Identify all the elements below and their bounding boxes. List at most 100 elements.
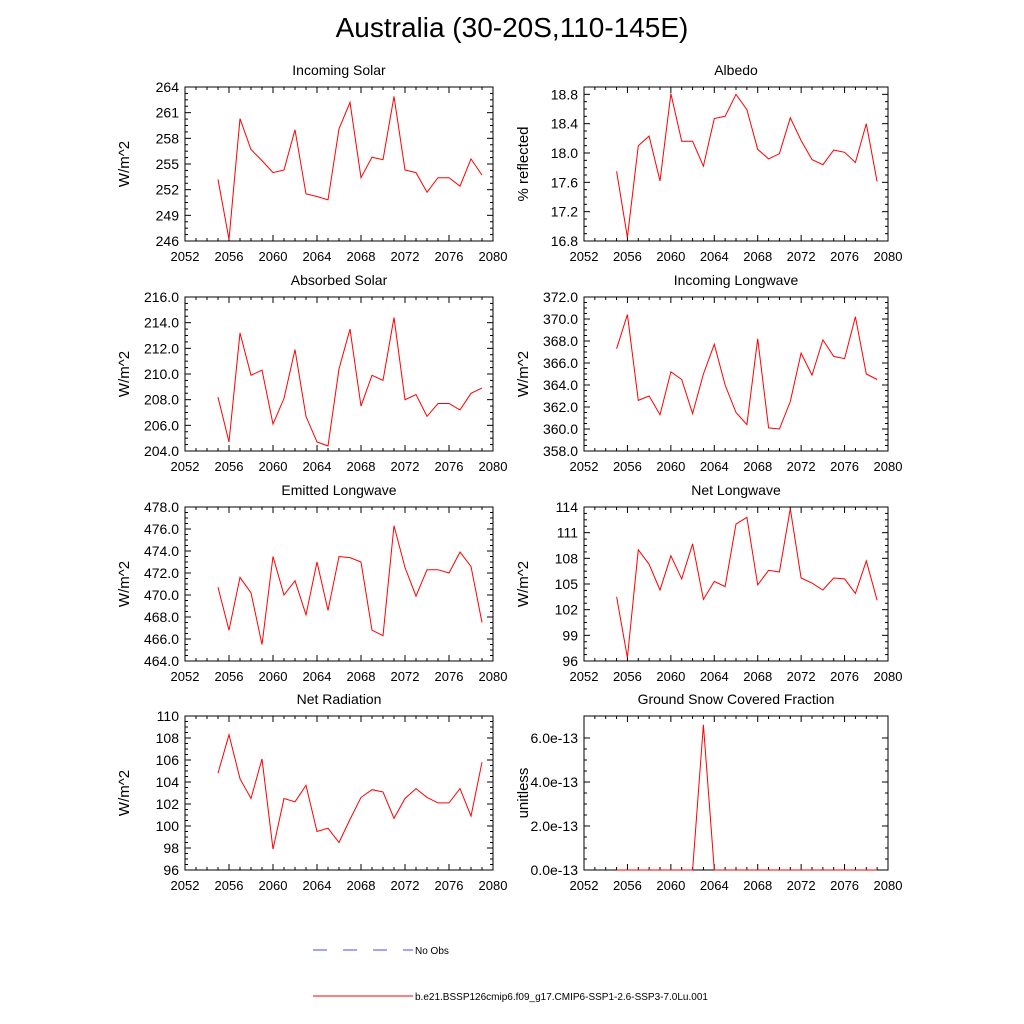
panel-title: Net Radiation — [297, 691, 382, 707]
panel-title: Albedo — [714, 62, 758, 78]
x-tick-label: 2060 — [656, 878, 685, 893]
x-tick-label: 2080 — [479, 669, 508, 684]
y-tick-label: 470.0 — [144, 587, 179, 603]
x-tick-label: 2068 — [347, 459, 376, 474]
panel-title: Incoming Solar — [292, 62, 386, 78]
x-tick-label: 2076 — [830, 669, 859, 684]
legend-model-label: b.e21.BSSP126cmip6.f09_g17.CMIP6-SSP1-2.… — [415, 992, 708, 1003]
y-tick-label: 370.0 — [543, 311, 578, 327]
plot-frame — [184, 715, 494, 871]
x-tick-label: 2060 — [259, 459, 288, 474]
series-line — [616, 314, 878, 430]
y-tick-label: 108 — [555, 550, 579, 566]
x-tick-label: 2052 — [570, 669, 599, 684]
panel-4: Incoming Longwave W/m^2 2052 2056 2060 2064 20… — [515, 272, 902, 474]
y-tick-label: 108 — [156, 730, 180, 746]
series-line — [217, 732, 483, 850]
x-tick-label: 2064 — [700, 669, 729, 684]
y-axis-label: unitless — [515, 768, 532, 819]
figure-title: Australia (30-20S,110-145E) — [335, 12, 689, 43]
y-tick-label: 464.0 — [144, 653, 179, 669]
x-tick-label: 2060 — [656, 669, 685, 684]
x-tick-label: 2052 — [171, 459, 200, 474]
x-tick-label: 2072 — [787, 249, 816, 264]
x-tick-label: 2064 — [303, 249, 332, 264]
x-tick-label: 2076 — [435, 459, 464, 474]
x-tick-label: 2056 — [215, 459, 244, 474]
x-tick-label: 2064 — [303, 459, 332, 474]
series-line — [616, 93, 878, 238]
panel-1: Incoming Solar W/m^2 2052 2056 2060 2064 2068 2… — [116, 62, 507, 264]
y-tick-label: 258 — [156, 130, 180, 146]
y-tick-label: 368.0 — [543, 333, 578, 349]
x-tick-label: 2072 — [391, 878, 420, 893]
x-tick-label: 2052 — [570, 459, 599, 474]
y-tick-label: 216.0 — [144, 289, 179, 305]
panel-title: Absorbed Solar — [291, 272, 388, 288]
x-tick-label: 2064 — [700, 878, 729, 893]
x-tick-label: 2080 — [479, 878, 508, 893]
x-tick-label: 2076 — [435, 669, 464, 684]
y-tick-label: 476.0 — [144, 521, 179, 537]
x-tick-label: 2056 — [613, 878, 642, 893]
x-tick-label: 2064 — [303, 669, 332, 684]
y-tick-label: 105 — [555, 576, 579, 592]
y-tick-label: 100 — [156, 818, 180, 834]
x-tick-label: 2080 — [479, 459, 508, 474]
x-tick-label: 2068 — [347, 249, 376, 264]
y-tick-label: 264 — [156, 79, 180, 95]
y-tick-label: 261 — [156, 105, 180, 121]
y-tick-label: 18.8 — [551, 86, 578, 102]
y-tick-label: 212.0 — [144, 340, 179, 356]
y-tick-label: 16.8 — [551, 233, 578, 249]
y-tick-label: 466.0 — [144, 631, 179, 647]
panel-5: Emitted Longwave W/m^2 2052 2056 2060 2064 206… — [116, 482, 507, 684]
y-tick-label: 204.0 — [144, 443, 179, 459]
y-tick-label: 468.0 — [144, 609, 179, 625]
series-line — [217, 96, 483, 240]
plot-frame — [184, 506, 494, 662]
x-tick-label: 2068 — [347, 878, 376, 893]
x-tick-label: 2068 — [743, 878, 772, 893]
y-tick-label: 478.0 — [144, 499, 179, 515]
x-tick-label: 2080 — [874, 878, 903, 893]
y-tick-label: 4.0e-13 — [531, 774, 579, 790]
panel-title: Incoming Longwave — [674, 272, 799, 288]
plot-frame — [583, 715, 889, 871]
x-tick-label: 2072 — [391, 249, 420, 264]
y-tick-label: 111 — [557, 525, 578, 541]
x-tick-label: 2072 — [391, 669, 420, 684]
y-tick-label: 210.0 — [144, 366, 179, 382]
panel-8: Ground Snow Covered Fraction unitless 2052… — [515, 691, 902, 893]
y-tick-label: 104 — [156, 774, 180, 790]
legend: No Obs b.e21.BSSP126cmip6.f09_g17.CMIP6-… — [313, 946, 708, 1003]
x-tick-label: 2056 — [215, 669, 244, 684]
x-tick-label: 2068 — [743, 459, 772, 474]
y-tick-label: 98 — [163, 840, 179, 856]
x-tick-label: 2068 — [347, 669, 376, 684]
y-tick-label: 0.0e-13 — [531, 862, 579, 878]
y-tick-label: 99 — [562, 627, 578, 643]
y-tick-label: 114 — [556, 499, 579, 515]
y-tick-label: 214.0 — [144, 315, 179, 331]
x-tick-label: 2052 — [570, 249, 599, 264]
y-tick-label: 206.0 — [144, 417, 179, 433]
x-tick-label: 2064 — [303, 878, 332, 893]
x-tick-label: 2052 — [570, 878, 599, 893]
y-tick-label: 364.0 — [543, 377, 578, 393]
panel-2: Albedo % reflected 2052 2056 2060 2064 2068 207… — [515, 62, 902, 264]
x-tick-label: 2060 — [656, 249, 685, 264]
panel-3: Absorbed Solar W/m^2 2052 2056 2060 2064 2068 2… — [116, 272, 507, 474]
y-axis-label: W/m^2 — [515, 351, 532, 397]
plot-frame — [583, 296, 889, 452]
y-axis-label: % reflected — [515, 126, 532, 201]
x-tick-label: 2060 — [259, 878, 288, 893]
x-tick-label: 2060 — [656, 459, 685, 474]
x-tick-label: 2068 — [743, 249, 772, 264]
y-axis-label: W/m^2 — [116, 141, 133, 187]
panel-title: Ground Snow Covered Fraction — [638, 691, 835, 707]
x-tick-label: 2072 — [787, 669, 816, 684]
series-line — [616, 724, 878, 871]
series-line — [217, 525, 483, 645]
